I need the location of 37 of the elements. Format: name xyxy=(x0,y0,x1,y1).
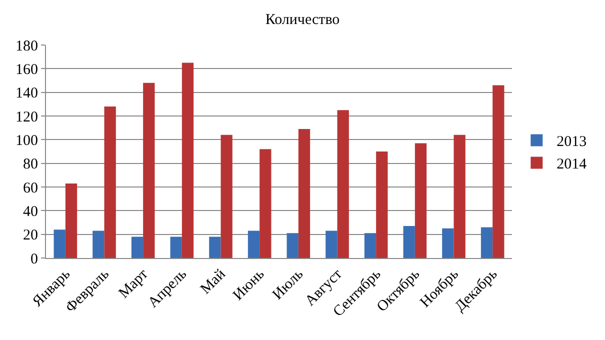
bar xyxy=(376,152,388,258)
y-tick-label: 40 xyxy=(23,204,38,220)
bar xyxy=(170,236,182,258)
bar xyxy=(414,143,427,258)
bar xyxy=(298,129,310,258)
bar xyxy=(480,227,493,258)
y-tick-label: 20 xyxy=(23,228,38,244)
y-tick-label: 60 xyxy=(23,180,38,196)
y-tick-label: 160 xyxy=(16,62,38,78)
bar xyxy=(326,230,338,258)
bar xyxy=(364,233,376,258)
y-tick-label: 120 xyxy=(16,109,38,126)
legend-label: 2014 xyxy=(556,156,588,173)
bar xyxy=(492,85,504,258)
bar xyxy=(248,230,260,258)
y-tick-label: 180 xyxy=(16,38,38,54)
bar xyxy=(104,106,116,258)
bar xyxy=(131,236,144,258)
bar xyxy=(286,233,298,258)
bar xyxy=(65,183,78,258)
bar xyxy=(260,149,272,258)
bar xyxy=(143,82,155,258)
y-tick-label: 0 xyxy=(30,251,38,268)
bar xyxy=(209,236,221,258)
bar xyxy=(337,110,349,258)
legend-label: 2013 xyxy=(556,134,587,150)
y-tick-label: 100 xyxy=(16,132,38,149)
bar xyxy=(92,230,104,258)
bar xyxy=(403,226,415,258)
bar xyxy=(54,230,66,258)
chart-title: Количество xyxy=(265,12,340,28)
y-tick-label: 140 xyxy=(16,86,38,102)
bar xyxy=(220,134,232,258)
bar xyxy=(182,62,194,258)
bar xyxy=(454,134,466,258)
bar xyxy=(442,228,454,258)
y-tick-label: 80 xyxy=(23,156,38,173)
